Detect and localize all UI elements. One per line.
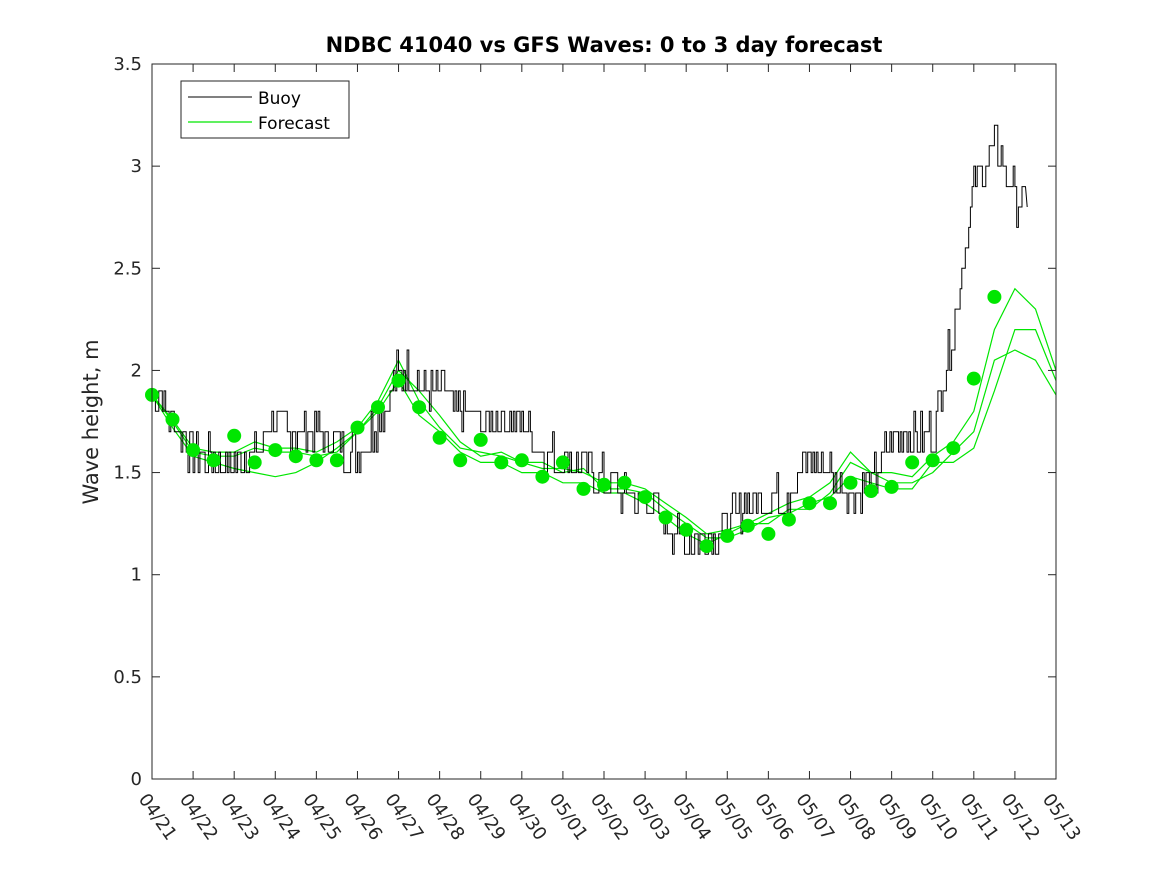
forecast-marker	[186, 443, 201, 458]
y-tick-label: 1	[131, 565, 142, 586]
plot-area	[145, 124, 1056, 555]
forecast-marker	[329, 453, 344, 468]
forecast-marker	[227, 428, 242, 443]
forecast-marker	[720, 528, 735, 543]
forecast-marker	[453, 453, 468, 468]
legend-buoy-label: Buoy	[258, 89, 301, 109]
forecast-marker	[966, 371, 981, 386]
forecast-marker	[658, 510, 673, 525]
forecast-marker	[843, 475, 858, 490]
y-tick-label: 2	[131, 360, 142, 381]
y-axis-label: Wave height, m	[79, 339, 103, 504]
forecast-marker	[535, 469, 550, 484]
forecast-marker	[740, 518, 755, 533]
forecast-marker	[946, 441, 961, 456]
forecast-marker	[781, 512, 796, 527]
forecast-marker	[473, 432, 488, 447]
forecast-marker	[638, 490, 653, 505]
y-tick-label: 2.5	[113, 258, 142, 279]
legend-forecast-label: Forecast	[258, 114, 330, 134]
forecast-marker	[864, 484, 879, 498]
forecast-marker	[391, 373, 406, 388]
forecast-marker	[699, 539, 714, 554]
forecast-marker	[987, 289, 1002, 304]
forecast-marker	[514, 453, 529, 468]
y-tick-label: 3.5	[113, 54, 142, 75]
legend-box	[180, 80, 350, 139]
forecast-marker	[494, 455, 509, 470]
chart-title: NDBC 41040 vs GFS Waves: 0 to 3 day fore…	[326, 33, 883, 57]
y-tick-label: 0.5	[113, 667, 142, 688]
forecast-marker	[576, 481, 591, 496]
forecast-marker	[802, 496, 817, 511]
forecast-marker	[350, 420, 365, 435]
forecast-marker	[597, 477, 611, 492]
forecast-marker	[823, 496, 837, 511]
legend: Buoy Forecast	[180, 80, 350, 139]
forecast-marker	[617, 475, 632, 490]
forecast-marker	[905, 455, 920, 470]
forecast-marker	[884, 479, 899, 494]
forecast-marker	[679, 522, 694, 537]
forecast-marker	[761, 526, 776, 541]
forecast-marker	[371, 400, 385, 415]
forecast-marker	[309, 453, 324, 468]
forecast-marker	[268, 443, 283, 458]
forecast-marker	[288, 449, 303, 464]
forecast-marker	[165, 412, 180, 427]
forecast-marker	[432, 430, 447, 445]
y-tick-label: 0	[131, 769, 142, 790]
forecast-marker	[412, 400, 427, 415]
y-tick-label: 3	[131, 156, 142, 177]
y-tick-label: 1.5	[113, 463, 142, 484]
forecast-marker	[925, 453, 940, 468]
forecast-marker	[206, 453, 221, 468]
forecast-marker	[555, 455, 570, 470]
forecast-marker	[247, 455, 262, 470]
